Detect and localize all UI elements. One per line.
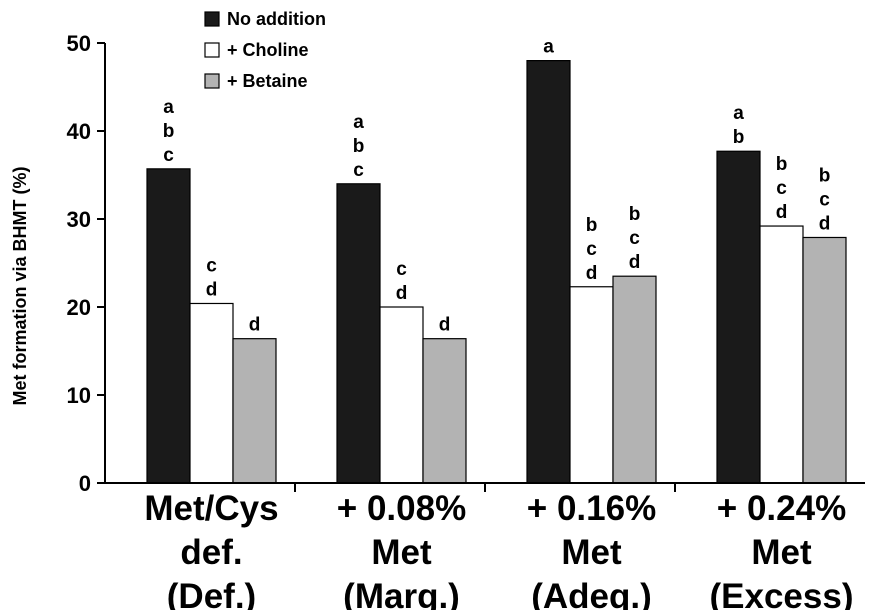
significance-letter: b (776, 154, 788, 175)
bar (422, 338, 467, 484)
y-tick-label: 30 (67, 207, 91, 232)
bar (146, 168, 191, 484)
x-tick-label: (Def.) (167, 577, 256, 610)
significance-letter: b (586, 215, 598, 236)
significance-letter: a (163, 97, 174, 118)
bar (569, 286, 614, 484)
significance-letter: d (439, 315, 451, 336)
legend-swatch (204, 73, 220, 89)
bar (336, 183, 381, 484)
significance-letter: c (776, 178, 787, 199)
x-tick-label: Met (751, 533, 812, 572)
significance-letter: b (163, 121, 175, 142)
x-tick-label: Met (561, 533, 622, 572)
y-axis: 0 10 20 30 40 50 (67, 31, 106, 496)
y-tick-label: 0 (79, 471, 91, 496)
y-tick-label: 50 (67, 31, 91, 56)
significance-letter: b (353, 136, 365, 157)
bar (232, 338, 277, 484)
significance-letter: d (776, 202, 788, 223)
significance-letter: c (396, 259, 407, 280)
y-tick-label: 20 (67, 295, 91, 320)
y-tick-label: 40 (67, 119, 91, 144)
significance-letter: a (733, 103, 744, 124)
significance-letter: a (353, 112, 364, 133)
bar (526, 59, 571, 484)
significance-letter: c (163, 145, 174, 166)
significance-letter: d (586, 263, 598, 284)
significance-letter: c (206, 255, 217, 276)
x-tick-label: + 0.16% (527, 489, 656, 528)
x-tick-label: Met (371, 533, 432, 572)
x-axis: Met/Cys def. (Def.) + 0.08% Met (Marg.) + 0.16… (105, 482, 865, 610)
significance-letter: c (629, 228, 640, 249)
significance-letter: a (543, 37, 554, 58)
x-tick-label: Met/Cys (144, 489, 278, 528)
significance-letter: d (206, 279, 218, 300)
significance-letter: d (819, 213, 831, 234)
legend-swatch (204, 42, 220, 58)
bar (802, 236, 847, 484)
x-tick-label: (Excess) (710, 577, 854, 610)
x-tick-label: (Marg.) (343, 577, 460, 610)
bars (146, 59, 847, 484)
x-tick-label: + 0.24% (717, 489, 846, 528)
legend-label: No addition (227, 9, 326, 29)
significance-letter: b (629, 204, 641, 225)
legend-label: + Betaine (227, 71, 308, 91)
x-tick-label: def. (180, 533, 242, 572)
y-axis-label: Met formation via BHMT (%) (10, 166, 30, 405)
legend-swatch (204, 11, 220, 27)
x-tick-label: (Adeq.) (531, 577, 652, 610)
significance-letter: c (586, 239, 597, 260)
legend-label: + Choline (227, 40, 309, 60)
bar (379, 306, 424, 484)
significance-letter: d (629, 252, 641, 273)
significance-letter: d (249, 315, 261, 336)
significance-letter: c (353, 160, 364, 181)
bar (612, 275, 657, 484)
legend: No addition + Choline + Betaine (204, 9, 326, 91)
significance-letter: b (733, 127, 745, 148)
x-tick-label: + 0.08% (337, 489, 466, 528)
bar (189, 302, 234, 484)
bar (759, 225, 804, 484)
significance-letter: d (396, 283, 408, 304)
bar (716, 150, 761, 484)
significance-letter: c (819, 189, 830, 210)
y-tick-label: 10 (67, 383, 91, 408)
significance-letter: b (819, 165, 831, 186)
